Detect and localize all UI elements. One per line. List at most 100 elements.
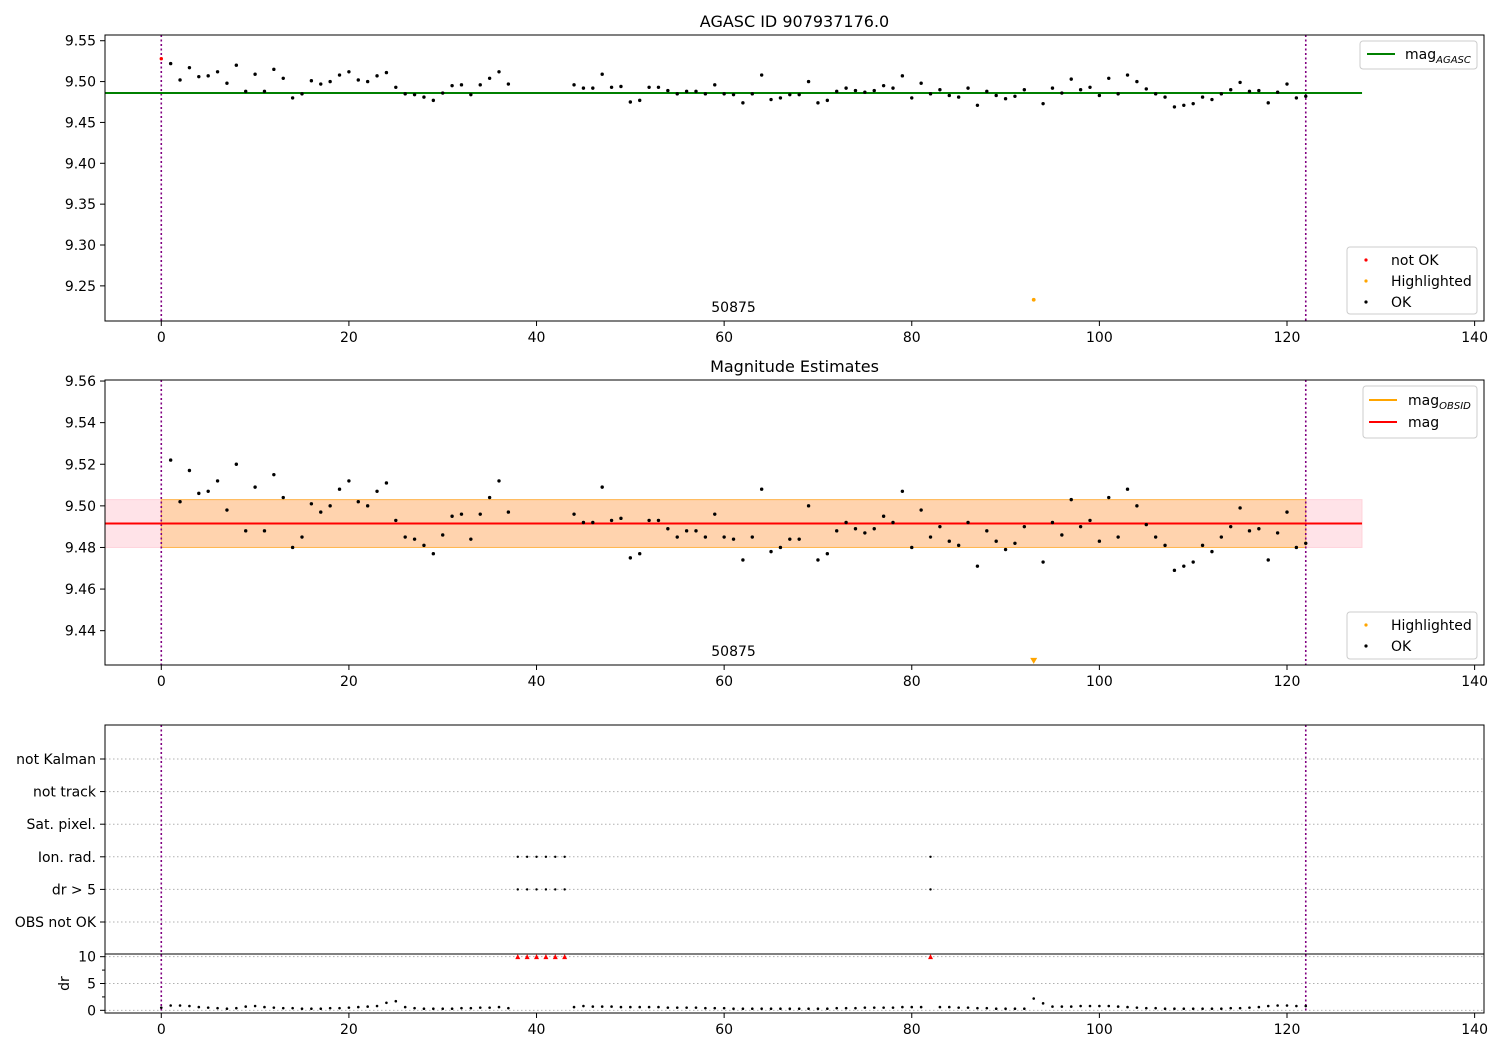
ok-point: [1210, 97, 1214, 102]
ok-point: [684, 529, 689, 533]
ok-point: [356, 78, 360, 82]
ok-point: [300, 92, 304, 96]
ok-point: [844, 520, 848, 525]
dr-point: [685, 1006, 688, 1009]
ok-point: [778, 96, 783, 100]
ok-point: [337, 487, 342, 491]
ok-point: [581, 520, 586, 525]
ok-point: [722, 535, 726, 539]
ok-point: [1172, 568, 1177, 573]
ok-point: [412, 92, 417, 97]
ok-point: [262, 89, 267, 94]
dr-point: [675, 1006, 679, 1009]
dr-point: [1220, 1007, 1223, 1011]
ok-point: [806, 504, 811, 508]
dr-point: [694, 1006, 698, 1009]
ok-point: [1060, 533, 1064, 537]
legend-label: OK: [1391, 295, 1412, 311]
dr-clipped-point: [515, 954, 521, 960]
ok-point: [441, 91, 445, 95]
ok-point: [1247, 89, 1252, 94]
legend-label: Highlighted: [1391, 274, 1472, 290]
dr-point: [328, 1006, 332, 1010]
y-tick-label: 9.44: [65, 624, 96, 640]
ok-point: [1275, 531, 1280, 535]
dr-point: [882, 1006, 885, 1009]
dr-point: [319, 1007, 323, 1011]
ok-point: [900, 74, 905, 78]
dr-point: [769, 1007, 773, 1011]
dr-tick-label: 0: [87, 1003, 96, 1019]
flag-row-label: OBS not OK: [15, 915, 97, 931]
ok-point: [1135, 504, 1139, 508]
x-tick-label: 100: [1086, 1022, 1113, 1038]
dr-point: [750, 1007, 754, 1011]
ok-point: [469, 92, 473, 97]
dr-point: [1144, 1006, 1148, 1010]
legend-marker: [1364, 644, 1368, 648]
dr-point: [844, 1006, 848, 1010]
dr-point: [1060, 1005, 1064, 1008]
ok-point: [1285, 510, 1289, 514]
ok-point: [759, 73, 764, 77]
obsid-label: 50875: [711, 300, 756, 316]
ok-point: [675, 92, 679, 96]
x-tick-label: 80: [903, 1022, 921, 1038]
ok-point: [1238, 80, 1242, 85]
ok-point: [272, 67, 276, 72]
flag-row-label: dr > 5: [52, 882, 96, 898]
magnitude-estimates-panel: Magnitude Estimates 50875 0 20 40 60 80 100 120 1…: [65, 357, 1488, 690]
ok-point: [478, 512, 482, 516]
ok-point: [750, 92, 754, 96]
dr-point: [807, 1007, 810, 1011]
ok-point: [731, 92, 736, 97]
ok-point: [741, 101, 745, 105]
ok-point: [863, 90, 867, 94]
ok-point: [1304, 541, 1308, 546]
ok-point: [487, 495, 492, 500]
x-tick-label: 60: [715, 674, 733, 690]
ok-point: [919, 81, 923, 85]
dr-point: [1285, 1004, 1289, 1007]
dr-point: [779, 1007, 782, 1011]
legend-marker: [1364, 623, 1368, 627]
ok-point: [694, 89, 698, 94]
dr-clipped-point: [928, 954, 934, 960]
ok-point: [788, 92, 792, 97]
dr-tick-label: 10: [78, 950, 96, 966]
dr-point: [732, 1007, 735, 1011]
ok-point: [666, 88, 670, 93]
ok-point: [272, 472, 276, 477]
ok-point: [1219, 535, 1224, 539]
ok-point: [769, 549, 773, 554]
ok-point: [956, 543, 961, 548]
dr-point: [347, 1006, 351, 1009]
y-tick-label: 9.40: [65, 156, 96, 172]
flag-marker: [535, 888, 538, 891]
dr-point: [338, 1006, 341, 1010]
dr-clipped-point: [562, 954, 568, 960]
ok-point: [1191, 101, 1195, 106]
ok-point: [506, 510, 511, 514]
ok-point: [1294, 96, 1299, 100]
dr-point: [263, 1005, 266, 1009]
ok-point: [1285, 82, 1289, 86]
dr-point: [403, 1005, 407, 1009]
ok-point: [168, 61, 173, 66]
y-tick-label: 9.50: [65, 75, 96, 91]
dr-point: [1304, 1004, 1308, 1008]
dr-point: [863, 1006, 867, 1009]
ok-point: [619, 84, 623, 89]
dr-point: [1257, 1005, 1261, 1009]
ok-point: [384, 481, 389, 485]
flag-marker: [554, 855, 557, 858]
ok-point: [1097, 93, 1102, 98]
ok-point: [215, 479, 220, 483]
dr-point: [816, 1007, 820, 1011]
obsid-label: 50875: [711, 644, 756, 660]
dr-point: [760, 1007, 763, 1011]
ok-point: [694, 529, 698, 533]
ok-point: [572, 512, 576, 516]
x-tick-label: 0: [157, 674, 166, 690]
